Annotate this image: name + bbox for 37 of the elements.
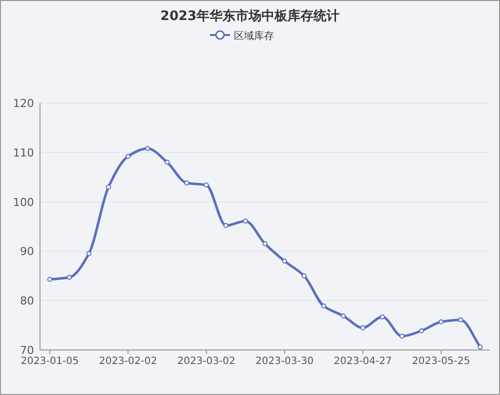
y-tick-label: 70: [20, 344, 34, 357]
point: [184, 180, 190, 186]
legend-label: 区域库存: [234, 30, 274, 42]
point: [380, 314, 385, 320]
point: [282, 258, 288, 264]
point: [302, 273, 307, 278]
x-tick-label: 2023-03-30: [256, 356, 314, 367]
point: [340, 313, 346, 318]
point: [458, 317, 464, 322]
point: [86, 251, 92, 256]
y-tick-label: 120: [13, 97, 34, 110]
point: [262, 241, 268, 246]
point: [419, 328, 424, 334]
y-tick-label: 110: [13, 146, 34, 160]
point: [145, 146, 150, 151]
point: [47, 276, 52, 282]
y-tick-label: 90: [20, 245, 34, 258]
point: [438, 319, 444, 324]
point: [126, 154, 131, 159]
point: [204, 182, 209, 188]
point: [66, 274, 72, 280]
chart-title: 2023年华东市场中板库存统计: [160, 8, 340, 24]
x-tick-label: 2023-02-02: [98, 356, 158, 367]
point: [242, 218, 248, 224]
x-tick-label: 2023-05-25: [412, 356, 470, 367]
point: [106, 184, 111, 190]
y-tick-label: 100: [13, 196, 34, 209]
point: [360, 325, 366, 330]
point: [321, 304, 326, 309]
point: [478, 344, 483, 350]
x-tick-label: 2023-03-02: [177, 356, 236, 367]
point: [223, 223, 228, 228]
x-tick-label: 2023-04-27: [334, 356, 392, 367]
y-tick-label: 80: [20, 294, 34, 308]
point: [164, 160, 170, 165]
x-tick-label: 2023-01-05: [20, 356, 79, 367]
point: [399, 334, 404, 339]
